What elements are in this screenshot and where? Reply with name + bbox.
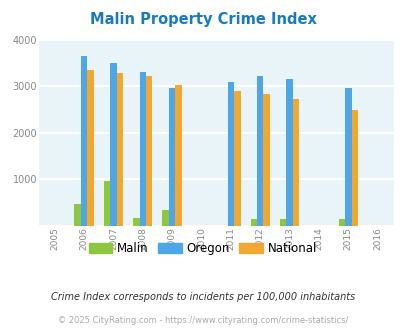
Bar: [162, 210, 168, 226]
Bar: [344, 88, 351, 226]
Bar: [263, 94, 269, 226]
Bar: [250, 219, 256, 226]
Bar: [133, 218, 139, 226]
Bar: [110, 63, 116, 226]
Bar: [87, 70, 94, 226]
Bar: [279, 219, 286, 226]
Bar: [227, 82, 234, 226]
Bar: [139, 72, 146, 226]
Bar: [168, 88, 175, 226]
Bar: [74, 204, 81, 226]
Text: © 2025 CityRating.com - https://www.cityrating.com/crime-statistics/: © 2025 CityRating.com - https://www.city…: [58, 316, 347, 325]
Text: Crime Index corresponds to incidents per 100,000 inhabitants: Crime Index corresponds to incidents per…: [51, 292, 354, 302]
Bar: [146, 77, 152, 226]
Legend: Malin, Oregon, National: Malin, Oregon, National: [84, 237, 321, 260]
Bar: [351, 110, 357, 226]
Bar: [338, 219, 344, 226]
Bar: [234, 91, 240, 226]
Bar: [256, 77, 263, 226]
Bar: [116, 73, 123, 226]
Bar: [175, 85, 181, 226]
Text: Malin Property Crime Index: Malin Property Crime Index: [90, 12, 315, 26]
Bar: [286, 79, 292, 226]
Bar: [292, 99, 298, 226]
Bar: [81, 56, 87, 226]
Bar: [104, 181, 110, 226]
